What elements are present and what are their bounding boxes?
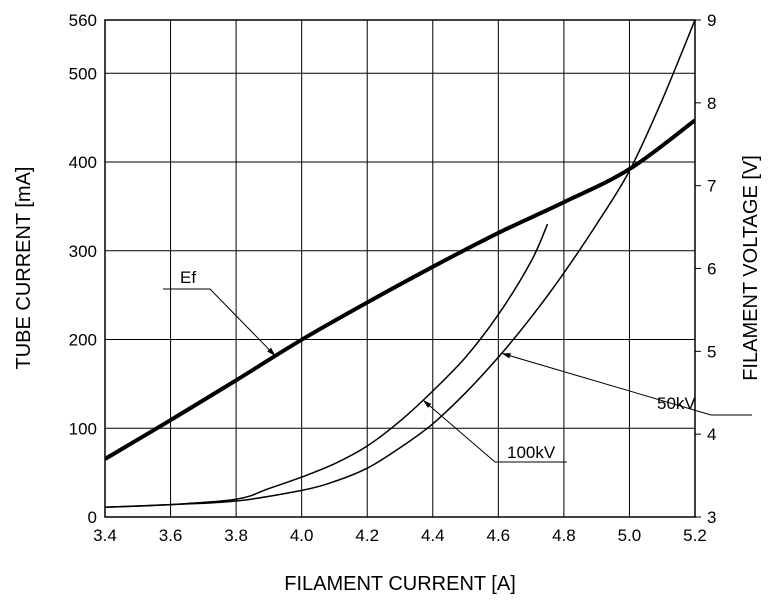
y-right-tick-label: 4 (707, 425, 716, 444)
y-axis-right-title: FILAMENT VOLTAGE [V] (740, 155, 762, 381)
y-right-tick-label: 3 (707, 508, 716, 527)
tick-labels: 3.4 3.6 3.8 4.0 4.2 4.4 4.6 4.8 5.0 5.2 0 100 200 300… (69, 11, 717, 545)
series-lines (105, 20, 695, 508)
y-right-tick-label: 8 (707, 94, 716, 113)
x-tick-label: 4.0 (290, 526, 314, 545)
x-tick-label: 4.6 (487, 526, 511, 545)
x-axis-title: FILAMENT CURRENT [A] (284, 573, 516, 595)
y-left-tick-label: 300 (69, 242, 97, 261)
x-tick-label: 4.4 (421, 526, 445, 545)
y-right-tick-label: 5 (707, 342, 716, 361)
x-tick-label: 5.0 (618, 526, 642, 545)
x-tick-label: 5.2 (683, 526, 707, 545)
annotations: Ef 50kV 100kV (163, 268, 752, 463)
annotation-label-100kv: 100kV (507, 443, 556, 462)
x-tick-label: 3.6 (159, 526, 183, 545)
x-tick-label: 3.8 (224, 526, 248, 545)
series-line-50kv (105, 20, 695, 508)
y-right-tick-label: 6 (707, 260, 716, 279)
y-left-tick-label: 100 (69, 419, 97, 438)
x-tick-label: 3.4 (93, 526, 117, 545)
annotation-leader-ef (163, 288, 276, 357)
x-tick-label: 4.2 (355, 526, 379, 545)
series-line-100kv (105, 223, 549, 508)
annotation-leader-100kv (422, 399, 567, 463)
y-left-tick-label: 200 (69, 331, 97, 350)
annotation-label-ef: Ef (180, 268, 196, 287)
y-right-tick-label: 9 (707, 11, 716, 30)
y-left-tick-label: 0 (88, 508, 97, 527)
y-left-tick-label: 500 (69, 64, 97, 83)
series-line-ef (105, 118, 695, 461)
x-tick-label: 4.8 (552, 526, 576, 545)
annotation-label-50kv: 50kV (657, 394, 696, 413)
y-right-tick-label: 7 (707, 177, 716, 196)
y-axis-left-title: TUBE CURRENT [mA] (13, 167, 35, 370)
annotation-leader-50kv (501, 352, 752, 416)
y-left-tick-label: 560 (69, 11, 97, 30)
y-left-tick-label: 400 (69, 153, 97, 172)
